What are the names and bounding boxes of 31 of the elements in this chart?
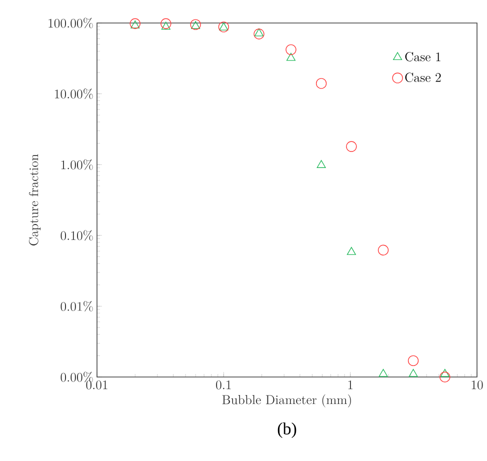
legend-label: Case 1 xyxy=(405,52,440,62)
point xyxy=(408,368,418,377)
point xyxy=(316,160,326,168)
x-axis-title: Bubble Diameter (mm) xyxy=(222,394,351,408)
y-axis-title: Capture fraction xyxy=(28,154,41,246)
point xyxy=(254,28,264,36)
y-tick-label: 0.00% xyxy=(60,372,93,382)
x-tick-label: 1 xyxy=(348,380,352,390)
x-tick-label: 0.01 xyxy=(86,380,108,390)
point xyxy=(408,355,419,366)
point xyxy=(346,141,357,152)
point xyxy=(316,78,327,89)
point xyxy=(286,52,296,61)
y-tick-label: 0.01% xyxy=(60,300,93,312)
point xyxy=(286,44,296,56)
point xyxy=(440,372,450,382)
point xyxy=(346,247,356,255)
y-tick-label: 100.00% xyxy=(48,18,93,28)
legend-label: Case 2 xyxy=(405,72,441,82)
point xyxy=(440,368,450,377)
x-tick-label: 10 xyxy=(472,380,483,390)
point xyxy=(254,28,264,40)
y-tick-label: 0.10% xyxy=(60,230,93,241)
y-tick-label: 10.00% xyxy=(55,88,93,100)
x-tick-label: 0.1 xyxy=(216,380,231,390)
point xyxy=(161,22,170,30)
y-tick-label: 1.00% xyxy=(61,159,93,170)
point xyxy=(378,244,389,256)
point xyxy=(160,18,172,29)
text: (b) xyxy=(278,422,296,438)
point xyxy=(378,368,388,377)
